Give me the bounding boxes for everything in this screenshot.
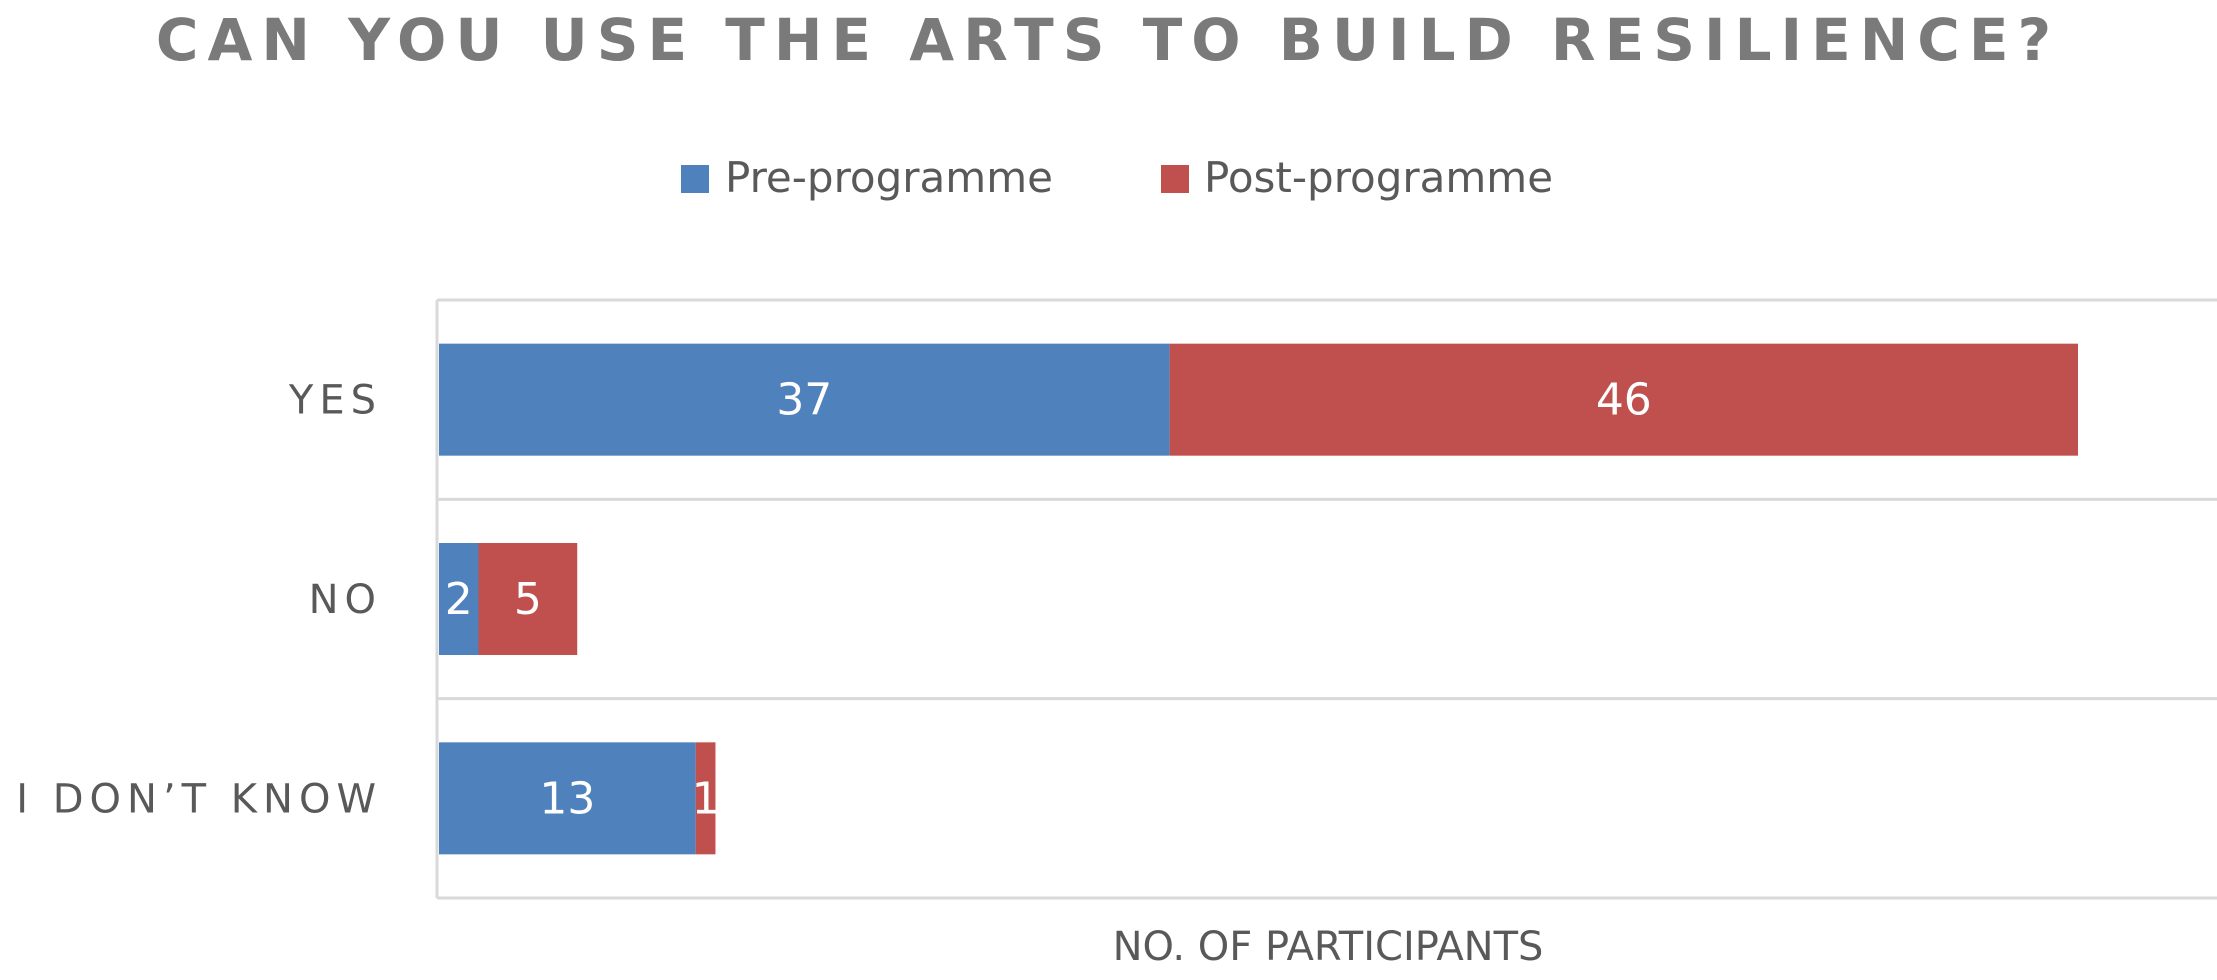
legend: Pre-programme Post-programme (681, 153, 1553, 202)
legend-label-post: Post-programme (1204, 153, 1553, 202)
category-label: YES (288, 378, 382, 424)
legend-swatch-post (1161, 165, 1189, 193)
legend-item-pre: Pre-programme (681, 153, 1053, 202)
legend-label-pre: Pre-programme (725, 153, 1053, 202)
data-label: 1 (692, 773, 720, 824)
legend-item-post: Post-programme (1161, 153, 1553, 202)
category-label: NO (309, 577, 382, 623)
data-label: 5 (514, 574, 542, 625)
data-label: 13 (539, 773, 595, 824)
bar-post (478, 543, 578, 655)
bar-pre (439, 343, 1170, 456)
data-label: 2 (445, 574, 473, 625)
bar-pre (439, 742, 696, 855)
data-label: 37 (776, 375, 832, 426)
bar-post (1169, 343, 2078, 456)
plot-area: YES 37 46 NO 2 5 I DON’T KNOW 13 1 (16, 298, 2217, 900)
data-label: 46 (1596, 375, 1652, 426)
bar-post (695, 742, 716, 855)
legend-swatch-pre (681, 165, 709, 193)
x-axis-title: NO. OF PARTICIPANTS (1113, 924, 1544, 970)
category-label: I DON’T KNOW (16, 776, 382, 822)
chart-title: CAN YOU USE THE ARTS TO BUILD RESILIENCE… (156, 6, 2060, 74)
bar-pre (439, 543, 479, 655)
